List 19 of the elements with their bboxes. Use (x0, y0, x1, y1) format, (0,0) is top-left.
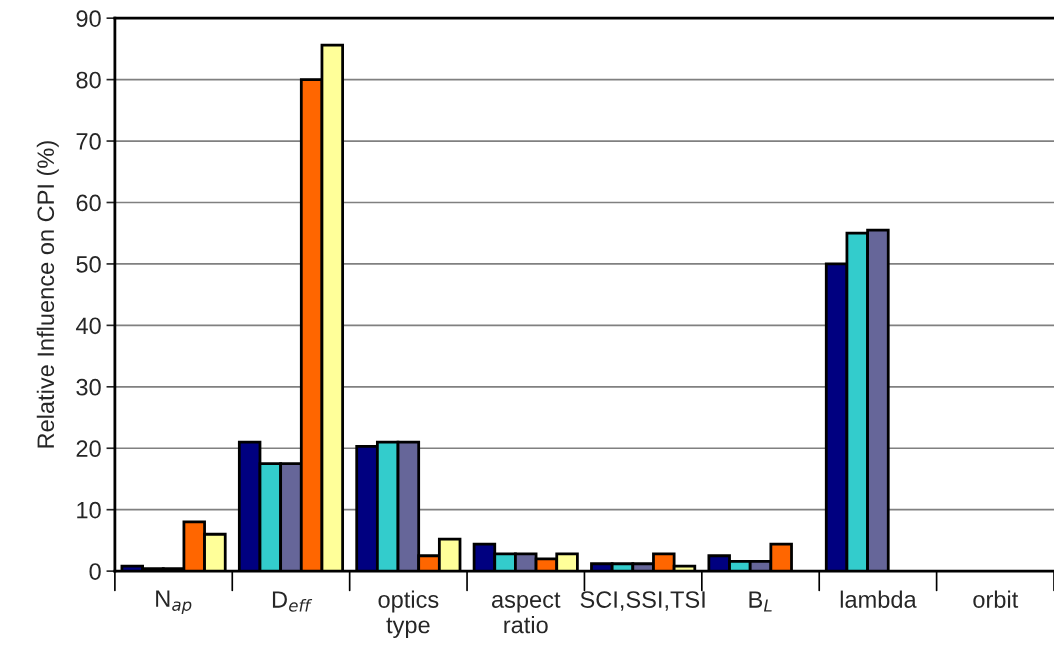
y-axis-title: Relative Influence on CPI (%) (36, 141, 59, 448)
x-tick-label: B$_{L}$ (749, 591, 772, 612)
y-tick-label: 0 (89, 563, 101, 580)
x-tick-label: optics type (378, 590, 439, 639)
y-tick-label: 30 (76, 378, 101, 396)
x-tick-label: SCI,SSI,TSI (580, 591, 705, 611)
y-tick-label: 40 (75, 317, 101, 335)
y-tick-label: 70 (76, 133, 101, 150)
x-tick-label: D$_{eff}$ (272, 591, 313, 612)
y-tick-label: 50 (76, 255, 101, 273)
x-tick-label: N$_{ap}$ (156, 590, 192, 615)
x-tick-label: lambda (840, 590, 917, 608)
y-tick-label: 90 (76, 10, 101, 27)
x-tick-label: orbit (973, 590, 1019, 608)
y-tick-label: 20 (76, 440, 101, 458)
x-tick-label: aspect ratio (491, 592, 561, 634)
y-tick-label: 80 (76, 71, 101, 89)
y-tick-label: 60 (76, 194, 101, 212)
y-tick-label: 10 (77, 501, 101, 519)
